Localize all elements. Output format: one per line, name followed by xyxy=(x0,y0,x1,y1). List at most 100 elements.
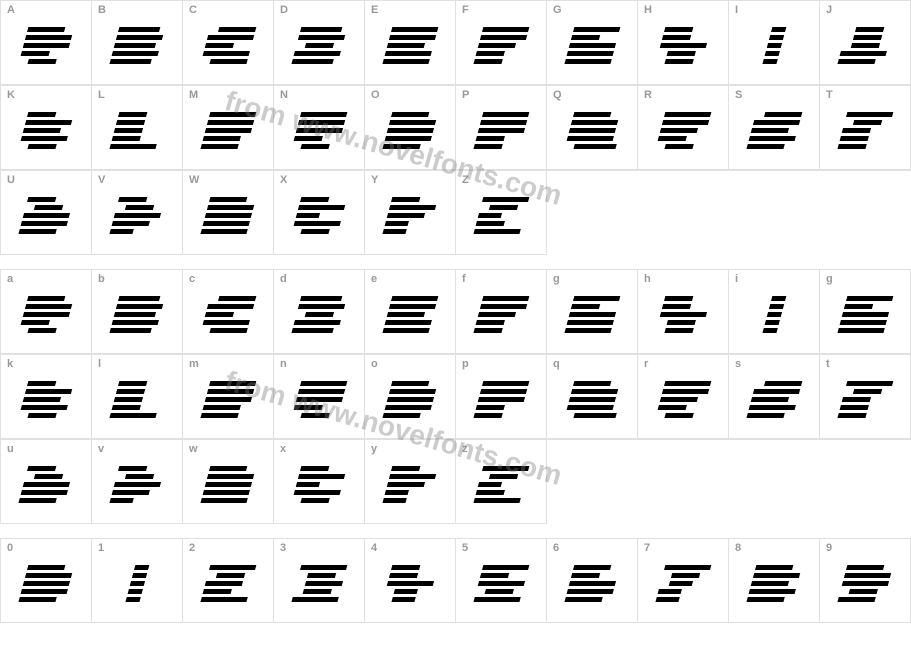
char-cell: X xyxy=(274,171,365,255)
chart-row: ABCDEFGHIJ xyxy=(0,0,911,85)
cell-label: 9 xyxy=(826,542,832,554)
char-cell: H xyxy=(638,1,729,85)
glyph xyxy=(18,112,75,152)
glyph xyxy=(291,381,348,421)
char-cell: 8 xyxy=(729,539,820,623)
char-cell: i xyxy=(729,270,820,354)
cell-label: L xyxy=(98,89,105,101)
char-cell: Z xyxy=(456,171,547,255)
glyph xyxy=(200,565,257,605)
char-cell: L xyxy=(92,86,183,170)
cell-label: 2 xyxy=(189,542,195,554)
char-cell: d xyxy=(274,270,365,354)
glyph xyxy=(109,466,166,506)
cell-label: 7 xyxy=(644,542,650,554)
char-cell: G xyxy=(547,1,638,85)
char-cell: 7 xyxy=(638,539,729,623)
cell-label: Z xyxy=(462,174,469,186)
glyph xyxy=(746,565,803,605)
cell-label: M xyxy=(189,89,198,101)
char-cell: h xyxy=(638,270,729,354)
glyph xyxy=(109,381,166,421)
char-cell: z xyxy=(456,440,547,524)
char-cell: 0 xyxy=(1,539,92,623)
cell-label: z xyxy=(462,443,468,455)
cell-label: D xyxy=(280,4,288,16)
char-cell: J xyxy=(820,1,911,85)
cell-label: f xyxy=(462,273,466,285)
char-cell: E xyxy=(365,1,456,85)
cell-label: p xyxy=(462,358,469,370)
cell-label: U xyxy=(7,174,15,186)
cell-label: F xyxy=(462,4,469,16)
cell-label: v xyxy=(98,443,104,455)
cell-label: s xyxy=(735,358,741,370)
chart-row: uvwxyz xyxy=(0,439,911,524)
char-cell: 6 xyxy=(547,539,638,623)
chart-row: UVWXYZ xyxy=(0,170,911,255)
char-cell: 2 xyxy=(183,539,274,623)
cell-label: t xyxy=(826,358,830,370)
glyph xyxy=(473,112,530,152)
chart-row: KLMNOPQRST xyxy=(0,85,911,170)
cell-label: e xyxy=(371,273,377,285)
chart-row: abcdefghig xyxy=(0,269,911,354)
char-cell: B xyxy=(92,1,183,85)
glyph xyxy=(382,27,439,67)
cell-label: 0 xyxy=(7,542,13,554)
glyph xyxy=(291,565,348,605)
glyph xyxy=(564,296,621,336)
glyph xyxy=(200,27,257,67)
glyph xyxy=(291,27,348,67)
cell-label: u xyxy=(7,443,14,455)
char-cell: S xyxy=(729,86,820,170)
char-cell: n xyxy=(274,355,365,439)
cell-label: J xyxy=(826,4,832,16)
char-cell: O xyxy=(365,86,456,170)
cell-label: b xyxy=(98,273,105,285)
char-cell: p xyxy=(456,355,547,439)
glyph xyxy=(473,296,530,336)
glyph xyxy=(200,296,257,336)
char-cell: K xyxy=(1,86,92,170)
char-cell: e xyxy=(365,270,456,354)
cell-label: 3 xyxy=(280,542,286,554)
cell-label: W xyxy=(189,174,199,186)
glyph xyxy=(109,27,166,67)
cell-label: E xyxy=(371,4,378,16)
char-cell: m xyxy=(183,355,274,439)
char-cell: b xyxy=(92,270,183,354)
glyph xyxy=(746,27,803,67)
char-cell: g xyxy=(547,270,638,354)
cell-label: 8 xyxy=(735,542,741,554)
glyph xyxy=(382,197,439,237)
cell-label: B xyxy=(98,4,106,16)
char-cell: I xyxy=(729,1,820,85)
glyph xyxy=(200,197,257,237)
char-cell: 3 xyxy=(274,539,365,623)
cell-label: C xyxy=(189,4,197,16)
cell-label: X xyxy=(280,174,287,186)
cell-label: q xyxy=(553,358,560,370)
char-cell: q xyxy=(547,355,638,439)
cell-label: 5 xyxy=(462,542,468,554)
glyph xyxy=(473,27,530,67)
char-cell: 9 xyxy=(820,539,911,623)
char-cell: l xyxy=(92,355,183,439)
cell-label: i xyxy=(735,273,738,285)
cell-label: 6 xyxy=(553,542,559,554)
char-cell: V xyxy=(92,171,183,255)
cell-label: d xyxy=(280,273,287,285)
glyph xyxy=(837,296,894,336)
glyph xyxy=(382,565,439,605)
glyph xyxy=(18,381,75,421)
cell-label: g xyxy=(553,273,560,285)
char-cell: g xyxy=(820,270,911,354)
cell-label: K xyxy=(7,89,15,101)
glyph xyxy=(200,112,257,152)
glyph xyxy=(382,466,439,506)
cell-label: I xyxy=(735,4,738,16)
cell-label: Q xyxy=(553,89,562,101)
char-cell: P xyxy=(456,86,547,170)
char-cell: s xyxy=(729,355,820,439)
